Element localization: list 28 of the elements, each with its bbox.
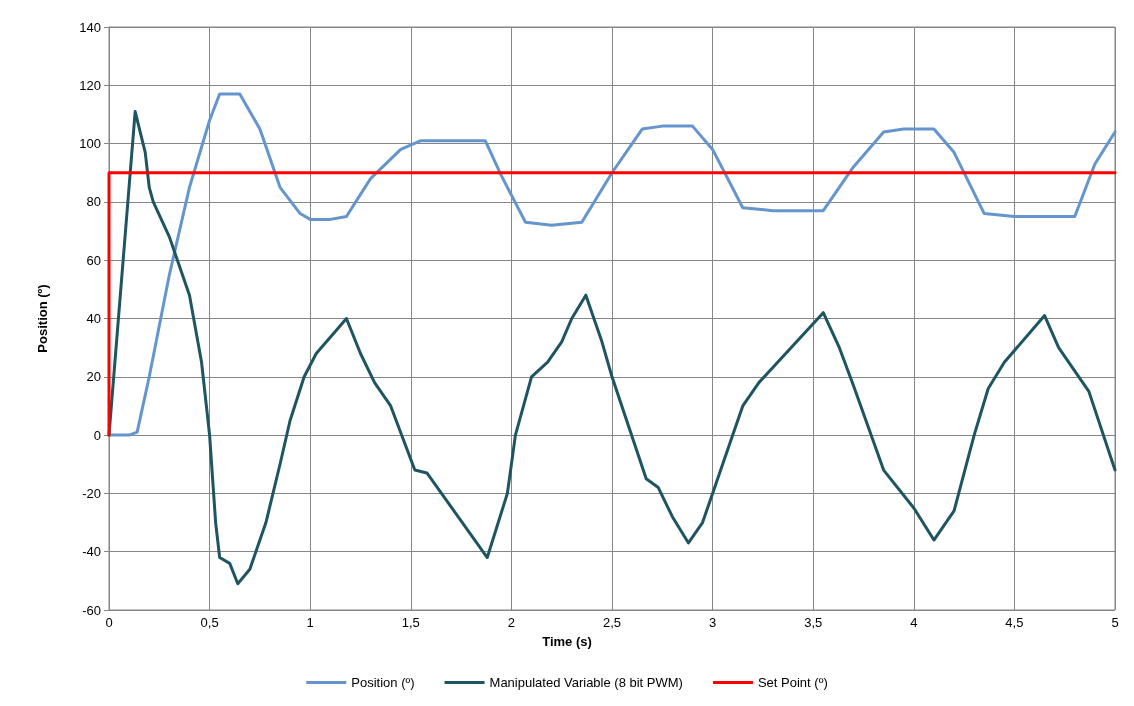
y-tick-label: -40 xyxy=(82,544,101,560)
y-tick-label: 40 xyxy=(86,311,101,326)
x-tick-label: 2 xyxy=(507,615,516,630)
x-tick-label: 0 xyxy=(105,615,113,630)
y-tick-label: 0 xyxy=(93,427,101,443)
x-tick-label: 3 xyxy=(708,615,717,630)
y-tick-label: 80 xyxy=(86,194,101,210)
y-tick-label: -60 xyxy=(82,602,101,618)
x-tick-label: 2,5 xyxy=(602,615,622,630)
x-tick-label: 0,5 xyxy=(200,615,219,630)
y-axis-title: Position (º) xyxy=(35,284,50,353)
x-tick-label: 3,5 xyxy=(804,615,823,630)
x-tick-label: 5 xyxy=(1111,615,1119,630)
legend-label: Manipulated Variable (8 bit PWM) xyxy=(489,675,683,690)
x-tick-label: 4 xyxy=(910,615,918,630)
x-axis-title: Time (s) xyxy=(542,634,592,649)
x-tick-label: 1 xyxy=(306,615,314,630)
legend-label: Position (º) xyxy=(351,675,415,690)
y-tick-label: 120 xyxy=(79,77,101,93)
x-tick-label: 1,5 xyxy=(401,615,420,630)
y-tick-label: 140 xyxy=(79,19,101,35)
y-tick-label: 20 xyxy=(86,369,101,385)
x-tick-label: 4,5 xyxy=(1005,615,1024,630)
y-tick-label: 60 xyxy=(86,252,101,268)
line-series xyxy=(107,92,1117,437)
legend-label: Set Point (º) xyxy=(757,675,828,690)
y-tick-label: -20 xyxy=(82,485,101,501)
y-tick-label: 100 xyxy=(79,136,101,152)
